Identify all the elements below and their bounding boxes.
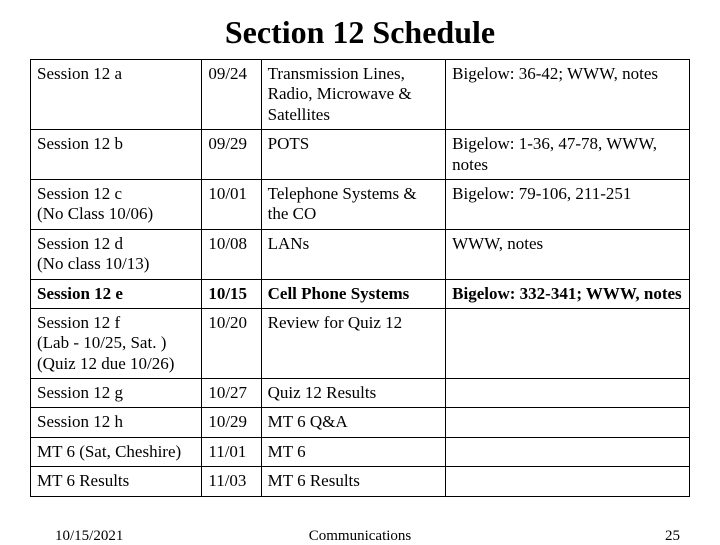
cell-session: Session 12 h <box>31 408 202 437</box>
table-row: Session 12 d(No class 10/13)10/08LANsWWW… <box>31 229 690 279</box>
cell-session: Session 12 e <box>31 279 202 308</box>
footer-page: 25 <box>665 528 680 545</box>
table-row: Session 12 b09/29POTSBigelow: 1-36, 47-7… <box>31 130 690 180</box>
cell-notes <box>446 408 690 437</box>
cell-session: Session 12 b <box>31 130 202 180</box>
cell-notes <box>446 467 690 496</box>
cell-date: 10/01 <box>202 179 261 229</box>
schedule-table: Session 12 a09/24Transmission Lines, Rad… <box>30 59 690 497</box>
cell-date: 10/20 <box>202 308 261 378</box>
cell-topic: Quiz 12 Results <box>261 379 446 408</box>
cell-session: Session 12 a <box>31 60 202 130</box>
cell-notes <box>446 379 690 408</box>
cell-date: 09/29 <box>202 130 261 180</box>
cell-session: MT 6 Results <box>31 467 202 496</box>
slide: Section 12 Schedule Session 12 a09/24Tra… <box>0 0 720 540</box>
cell-topic: Telephone Systems & the CO <box>261 179 446 229</box>
cell-notes <box>446 437 690 466</box>
schedule-body: Session 12 a09/24Transmission Lines, Rad… <box>31 60 690 497</box>
cell-notes: Bigelow: 1-36, 47-78, WWW, notes <box>446 130 690 180</box>
cell-topic: MT 6 <box>261 437 446 466</box>
table-row: Session 12 f(Lab - 10/25, Sat. )(Quiz 12… <box>31 308 690 378</box>
table-row: Session 12 e10/15Cell Phone SystemsBigel… <box>31 279 690 308</box>
cell-date: 10/15 <box>202 279 261 308</box>
cell-topic: MT 6 Q&A <box>261 408 446 437</box>
cell-date: 10/08 <box>202 229 261 279</box>
cell-date: 11/03 <box>202 467 261 496</box>
cell-date: 11/01 <box>202 437 261 466</box>
cell-topic: POTS <box>261 130 446 180</box>
table-row: Session 12 g10/27Quiz 12 Results <box>31 379 690 408</box>
cell-topic: Cell Phone Systems <box>261 279 446 308</box>
cell-session: MT 6 (Sat, Cheshire) <box>31 437 202 466</box>
cell-notes: Bigelow: 79-106, 211-251 <box>446 179 690 229</box>
cell-session: Session 12 d(No class 10/13) <box>31 229 202 279</box>
cell-topic: MT 6 Results <box>261 467 446 496</box>
page-title: Section 12 Schedule <box>30 14 690 51</box>
table-row: Session 12 c(No Class 10/06)10/01Telepho… <box>31 179 690 229</box>
cell-session: Session 12 f(Lab - 10/25, Sat. )(Quiz 12… <box>31 308 202 378</box>
table-row: MT 6 Results11/03MT 6 Results <box>31 467 690 496</box>
cell-session: Session 12 g <box>31 379 202 408</box>
cell-date: 10/27 <box>202 379 261 408</box>
cell-date: 10/29 <box>202 408 261 437</box>
cell-notes: Bigelow: 332-341; WWW, notes <box>446 279 690 308</box>
table-row: MT 6 (Sat, Cheshire)11/01MT 6 <box>31 437 690 466</box>
cell-topic: LANs <box>261 229 446 279</box>
cell-notes: Bigelow: 36-42; WWW, notes <box>446 60 690 130</box>
cell-topic: Transmission Lines, Radio, Microwave & S… <box>261 60 446 130</box>
cell-notes <box>446 308 690 378</box>
cell-notes: WWW, notes <box>446 229 690 279</box>
cell-session: Session 12 c(No Class 10/06) <box>31 179 202 229</box>
table-row: Session 12 a09/24Transmission Lines, Rad… <box>31 60 690 130</box>
footer-center: Communications <box>0 528 720 545</box>
cell-topic: Review for Quiz 12 <box>261 308 446 378</box>
table-row: Session 12 h10/29MT 6 Q&A <box>31 408 690 437</box>
cell-date: 09/24 <box>202 60 261 130</box>
